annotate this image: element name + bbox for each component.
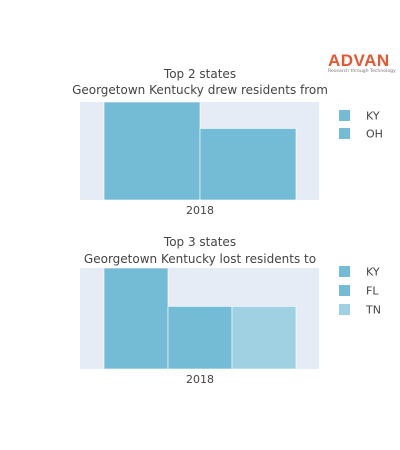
bar-ky[interactable] xyxy=(103,101,201,201)
chart-title-line: Georgetown Kentucky drew residents from xyxy=(72,83,328,97)
chart-1: Top 2 states Georgetown Kentucky drew res… xyxy=(72,67,383,217)
legend-label-tn[interactable]: TN xyxy=(365,304,381,317)
legend-swatch-oh[interactable] xyxy=(339,128,350,139)
x-tick-label: 2018 xyxy=(186,204,214,217)
legend-label-ky[interactable]: KY xyxy=(366,266,380,279)
x-tick-label: 2018 xyxy=(186,373,214,386)
legend-label-ky[interactable]: KY xyxy=(366,110,380,123)
logo-wordmark: ADVAN xyxy=(328,51,390,70)
legend-swatch-fl[interactable] xyxy=(339,285,350,296)
bar-fl[interactable] xyxy=(167,306,233,370)
chart-title-line: Georgetown Kentucky lost residents to xyxy=(84,252,316,266)
chart-title-line: Top 2 states xyxy=(163,67,236,81)
bar-tn[interactable] xyxy=(231,306,297,370)
chart-2: Top 3 states Georgetown Kentucky lost res… xyxy=(80,235,381,386)
bar-ky[interactable] xyxy=(103,267,169,370)
legend-swatch-ky[interactable] xyxy=(339,266,350,277)
logo-tagline: Research through Technology xyxy=(328,69,396,74)
legend-label-fl[interactable]: FL xyxy=(366,285,379,298)
bar-oh[interactable] xyxy=(199,128,297,201)
chart-title-line: Top 3 states xyxy=(163,235,236,249)
legend-label-oh[interactable]: OH xyxy=(366,128,383,141)
legend-swatch-ky[interactable] xyxy=(339,110,350,121)
legend-swatch-tn[interactable] xyxy=(339,304,350,315)
advan-logo: ADVAN Research through Technology xyxy=(328,51,396,75)
